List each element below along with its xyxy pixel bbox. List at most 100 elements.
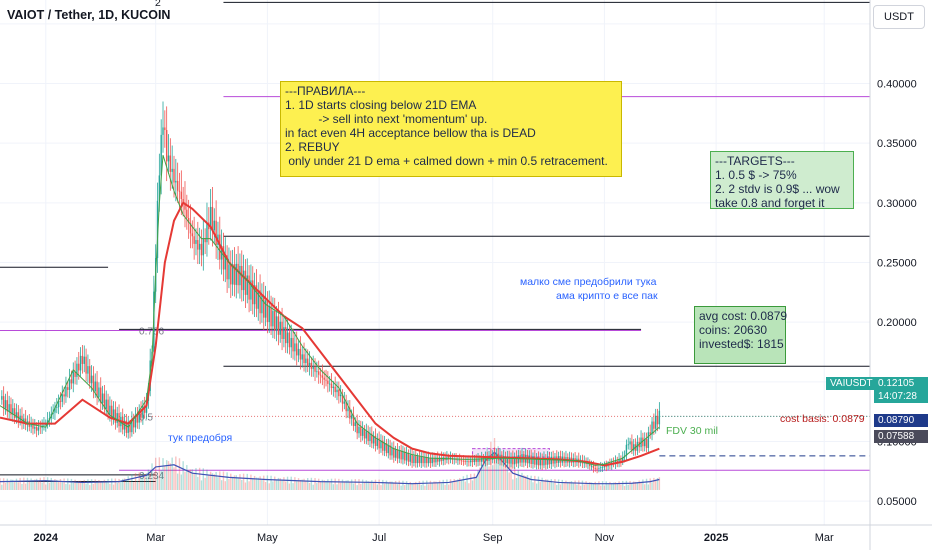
candle-body [103, 393, 106, 409]
candle-body [426, 457, 428, 464]
candle-body [543, 457, 545, 466]
note-rules[interactable]: ---ПРАВИЛА--- 1. 1D starts closing below… [280, 81, 622, 177]
candle-body [105, 399, 107, 409]
note-overbought-2[interactable]: ама крипто е все пак [556, 290, 658, 302]
candle-body [158, 175, 161, 201]
candle-body [268, 305, 270, 323]
cost-basis-label: cost basis: 0.0879 [780, 413, 865, 425]
candle-body [367, 431, 369, 441]
candle-body [462, 460, 465, 462]
candle-body [67, 387, 69, 390]
candle-body [437, 457, 439, 462]
candle-body [369, 433, 371, 441]
candle-body [209, 206, 212, 230]
candle-body [594, 468, 596, 470]
candle-body [70, 379, 73, 384]
candle-body [545, 457, 547, 465]
candle-body [101, 393, 104, 403]
candle-body [625, 444, 628, 456]
candle-body [237, 263, 239, 286]
candle-body [338, 389, 340, 397]
note-overbought-1[interactable]: малко сме предобрили тука [520, 276, 657, 288]
candle-body [530, 455, 532, 465]
candle-body [242, 270, 245, 291]
candle-body [477, 458, 479, 462]
candle-body [165, 130, 168, 162]
candle-body [285, 327, 287, 344]
candle-body [107, 399, 109, 415]
candle-body [180, 191, 183, 199]
candle-body [327, 380, 329, 384]
candle-body [270, 305, 272, 327]
time-tick-label: 2025 [704, 532, 728, 544]
candle-body [202, 238, 205, 256]
candle-body [241, 265, 243, 291]
candle-body [230, 264, 232, 285]
candle-body [299, 348, 302, 360]
candle-body [79, 355, 82, 371]
candle-body [32, 424, 34, 429]
candle-body [620, 459, 622, 462]
candle-body [603, 466, 606, 468]
candle-body [191, 233, 194, 237]
candle-body [307, 358, 309, 366]
candle-body [404, 451, 406, 461]
candle-body [215, 220, 217, 245]
candle-body [341, 394, 344, 404]
candle-body [460, 460, 463, 462]
candle-body [143, 405, 146, 413]
candle-body [100, 387, 102, 403]
candle-body [10, 404, 12, 415]
note-position[interactable]: avg cost: 0.0879 coins: 20630 invested$:… [694, 306, 787, 364]
currency-button[interactable]: USDT [873, 5, 925, 29]
candle-body [352, 415, 355, 426]
candle-body [339, 394, 342, 397]
candle-body [253, 285, 256, 305]
candle-body [345, 401, 347, 412]
candle-body [633, 444, 635, 451]
candle-body [656, 415, 659, 425]
candle-body [283, 327, 285, 339]
candle-body [274, 311, 276, 331]
candle-body [409, 454, 411, 462]
candle-body [512, 456, 514, 465]
ema_red-line [0, 201, 660, 467]
candle-body [402, 451, 404, 460]
candle-body [81, 355, 84, 364]
candle-body [129, 424, 131, 433]
candle-body [160, 134, 162, 176]
candle-body [548, 457, 551, 465]
candle-body [244, 270, 247, 295]
candle-body [506, 456, 509, 464]
time-axis[interactable]: 2024 Mar May Jul Sep Nov 2025 Mar [34, 532, 834, 544]
candle-body [644, 439, 646, 447]
candle-body [457, 459, 459, 461]
candle-body [186, 209, 188, 218]
candle-body [590, 465, 593, 467]
candle-body [255, 285, 258, 309]
candle-body [415, 455, 417, 464]
candle-body [206, 222, 208, 243]
candle-body [376, 438, 379, 446]
candle-body [433, 457, 435, 463]
candle-body [90, 375, 93, 384]
candle-body [6, 400, 9, 412]
note-targets[interactable]: ---TARGETS--- 1. 0.5 $ -> 75% 2. 2 stdv … [710, 151, 854, 210]
candle-body [112, 409, 115, 420]
symbol-title[interactable]: VAIOT / Tether, 1D, KUCOIN [7, 8, 171, 22]
candle-body [448, 457, 450, 460]
candle-body [111, 405, 113, 420]
candle-body [316, 371, 318, 373]
candle-body [618, 459, 620, 464]
candle-body [645, 439, 648, 448]
note-undervalued[interactable]: тук предобря [168, 432, 233, 444]
candle-body [167, 155, 170, 162]
candle-body [396, 449, 399, 459]
candle-body [176, 180, 179, 191]
candle-body [323, 377, 325, 380]
candle-body [473, 459, 476, 463]
candle-body [534, 456, 536, 465]
candle-body [358, 426, 360, 434]
